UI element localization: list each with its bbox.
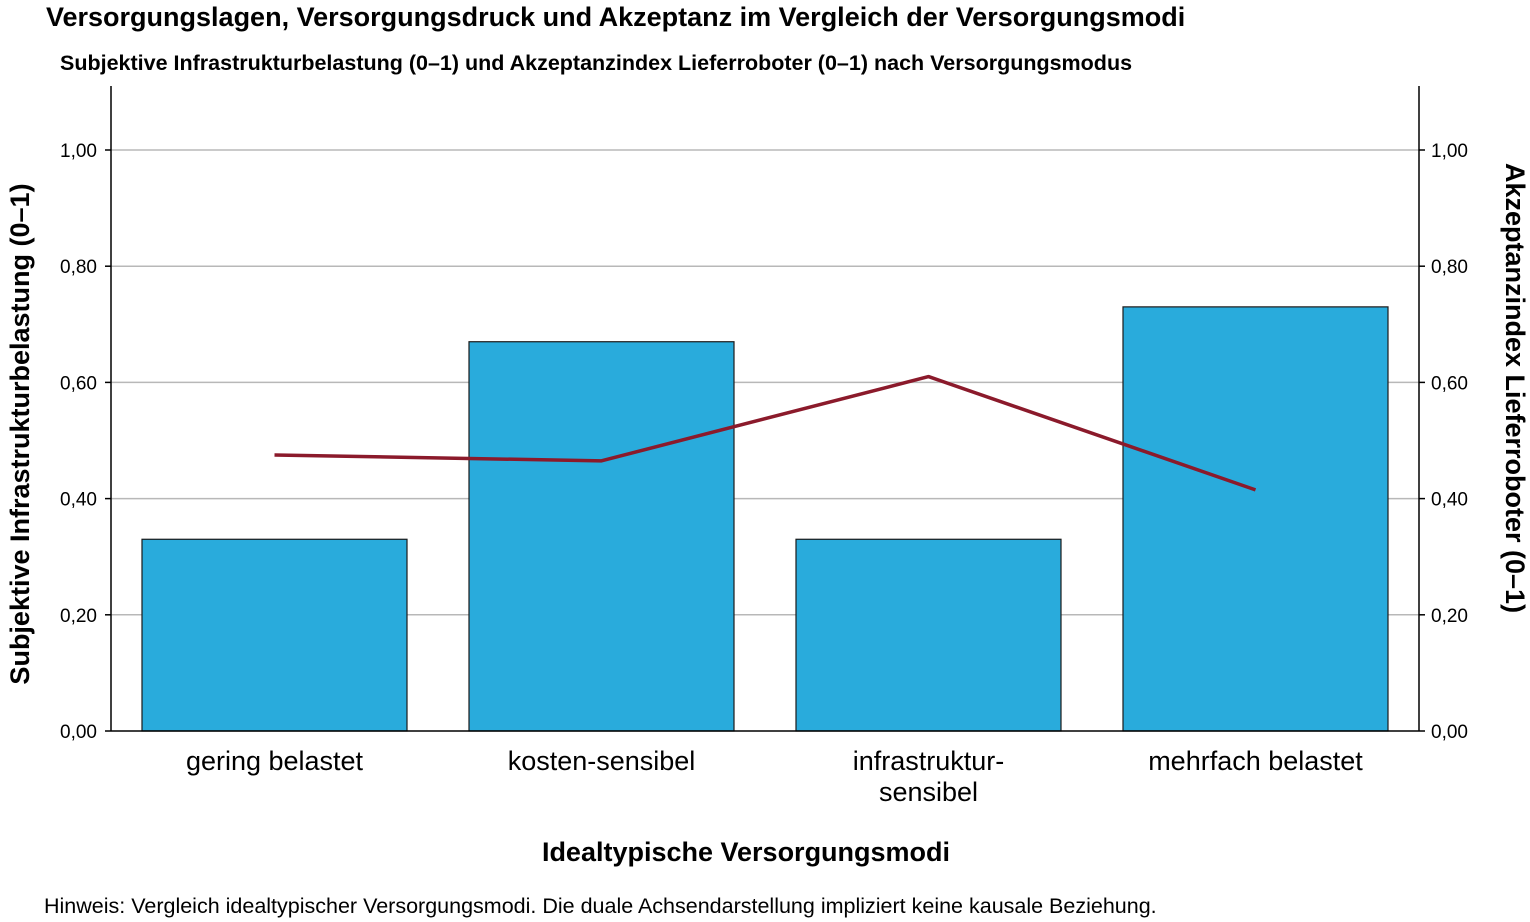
category-labels: gering belastet kosten-sensibel infrastruk… (186, 746, 1363, 807)
category-label-line: mehrfach belastet (1148, 746, 1363, 776)
y-right-tick-label: 0,80 (1431, 257, 1468, 278)
chart-subtitle: Subjektive Infrastrukturbelastung (0–1) … (60, 51, 1133, 75)
y-left-tick-label: 0,00 (60, 722, 97, 743)
y-left-tick-label: 1,00 (60, 141, 97, 162)
tick-labels: 0,00 0,00 0,20 0,20 0,40 0,40 0,60 0,60 0,80 0,80… (60, 141, 1468, 743)
x-axis-label: Idealtypische Versorgungsmodi (542, 837, 950, 867)
bars (141, 306, 1389, 732)
y-right-tick-label: 0,20 (1431, 606, 1468, 627)
category-label: kosten-sensibel (508, 746, 696, 776)
y-axis-right-label: Akzeptanzindex Lieferroboter (0–1) (1500, 163, 1530, 613)
y-right-tick-label: 0,60 (1431, 373, 1468, 394)
chart-title: Versorgungslagen, Versorgungsdruck und A… (46, 2, 1186, 32)
y-left-tick-label: 0,20 (60, 606, 97, 627)
y-right-tick-label: 0,00 (1431, 722, 1468, 743)
acceptance-line-path (274, 374, 1257, 492)
category-label-line: kosten-sensibel (508, 746, 696, 776)
category-label: mehrfach belastet (1148, 746, 1363, 776)
axes (105, 86, 1425, 732)
bar (795, 538, 1062, 732)
y-left-tick-label: 0,80 (60, 257, 97, 278)
category-label-line: sensibel (879, 777, 978, 807)
y-left-tick-label: 0,40 (60, 490, 97, 511)
bar (1122, 306, 1389, 732)
y-left-tick-label: 0,60 (60, 373, 97, 394)
category-label: gering belastet (186, 746, 364, 776)
bar (141, 538, 408, 732)
footnote: Hinweis: Vergleich idealtypischer Versor… (44, 894, 1157, 918)
category-label-line: infrastruktur- (853, 746, 1005, 776)
acceptance-line (274, 374, 1257, 492)
y-right-tick-label: 1,00 (1431, 141, 1468, 162)
y-right-tick-label: 0,40 (1431, 490, 1468, 511)
category-label: infrastruktur-sensibel (853, 746, 1005, 807)
category-label-line: gering belastet (186, 746, 364, 776)
bar (468, 341, 735, 732)
y-axis-left-label: Subjektive Infrastrukturbelastung (0–1) (5, 183, 35, 684)
